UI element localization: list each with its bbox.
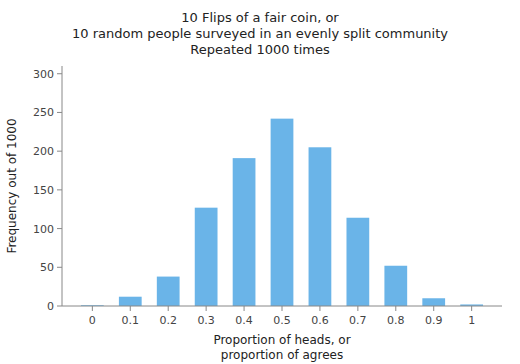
x-tick-label: 0.1: [122, 314, 140, 327]
y-tick-label: 100: [33, 223, 54, 236]
chart: 10 Flips of a fair coin, or10 random peo…: [0, 0, 520, 364]
x-tick: [357, 306, 358, 311]
x-tick: [282, 306, 283, 311]
bar: [309, 147, 332, 306]
x-tick: [319, 306, 320, 311]
x-tick-label: 1: [468, 314, 475, 327]
y-axis-label: Frequency out of 1000: [5, 118, 19, 253]
x-tick: [395, 306, 396, 311]
y-tick-label: 250: [33, 106, 54, 119]
y-tick: [57, 306, 62, 307]
x-tick-label: 0.5: [273, 314, 291, 327]
bars: [81, 119, 483, 306]
y-tick-label: 50: [40, 261, 54, 274]
y-tick: [57, 73, 62, 74]
y-tick: [57, 189, 62, 190]
x-tick-label: 0.8: [387, 314, 405, 327]
y-tick: [57, 267, 62, 268]
x-tick: [244, 306, 245, 311]
x-tick-label: 0: [89, 314, 96, 327]
x-tick-label: 0.2: [159, 314, 177, 327]
y-tick-label: 150: [33, 184, 54, 197]
x-tick-label: 0.7: [349, 314, 367, 327]
bar: [422, 298, 445, 306]
bar: [233, 158, 256, 306]
x-tick: [168, 306, 169, 311]
x-tick-label: 0.4: [235, 314, 253, 327]
x-tick-label: 0.6: [311, 314, 329, 327]
y-tick: [57, 228, 62, 229]
chart-container: 10 Flips of a fair coin, or10 random peo…: [0, 0, 520, 364]
y-tick: [57, 112, 62, 113]
x-tick: [130, 306, 131, 311]
x-tick: [471, 306, 472, 311]
y-axis-line: [62, 66, 63, 306]
x-axis-label: Proportion of heads, orproportion of agr…: [213, 333, 350, 362]
x-tick: [92, 306, 93, 311]
y-tick-label: 0: [47, 300, 54, 313]
y-tick-label: 300: [33, 68, 54, 81]
x-tick-label: 0.3: [197, 314, 215, 327]
y-tick-label: 200: [33, 145, 54, 158]
bar: [195, 208, 218, 306]
bar: [346, 218, 369, 306]
x-tick: [433, 306, 434, 311]
bar: [271, 119, 294, 306]
title: 10 Flips of a fair coin, or10 random peo…: [72, 10, 448, 57]
bar: [384, 266, 407, 306]
x-tick-label: 0.9: [425, 314, 443, 327]
bar: [157, 277, 180, 306]
x-tick: [206, 306, 207, 311]
bar: [119, 297, 142, 306]
y-tick: [57, 151, 62, 152]
